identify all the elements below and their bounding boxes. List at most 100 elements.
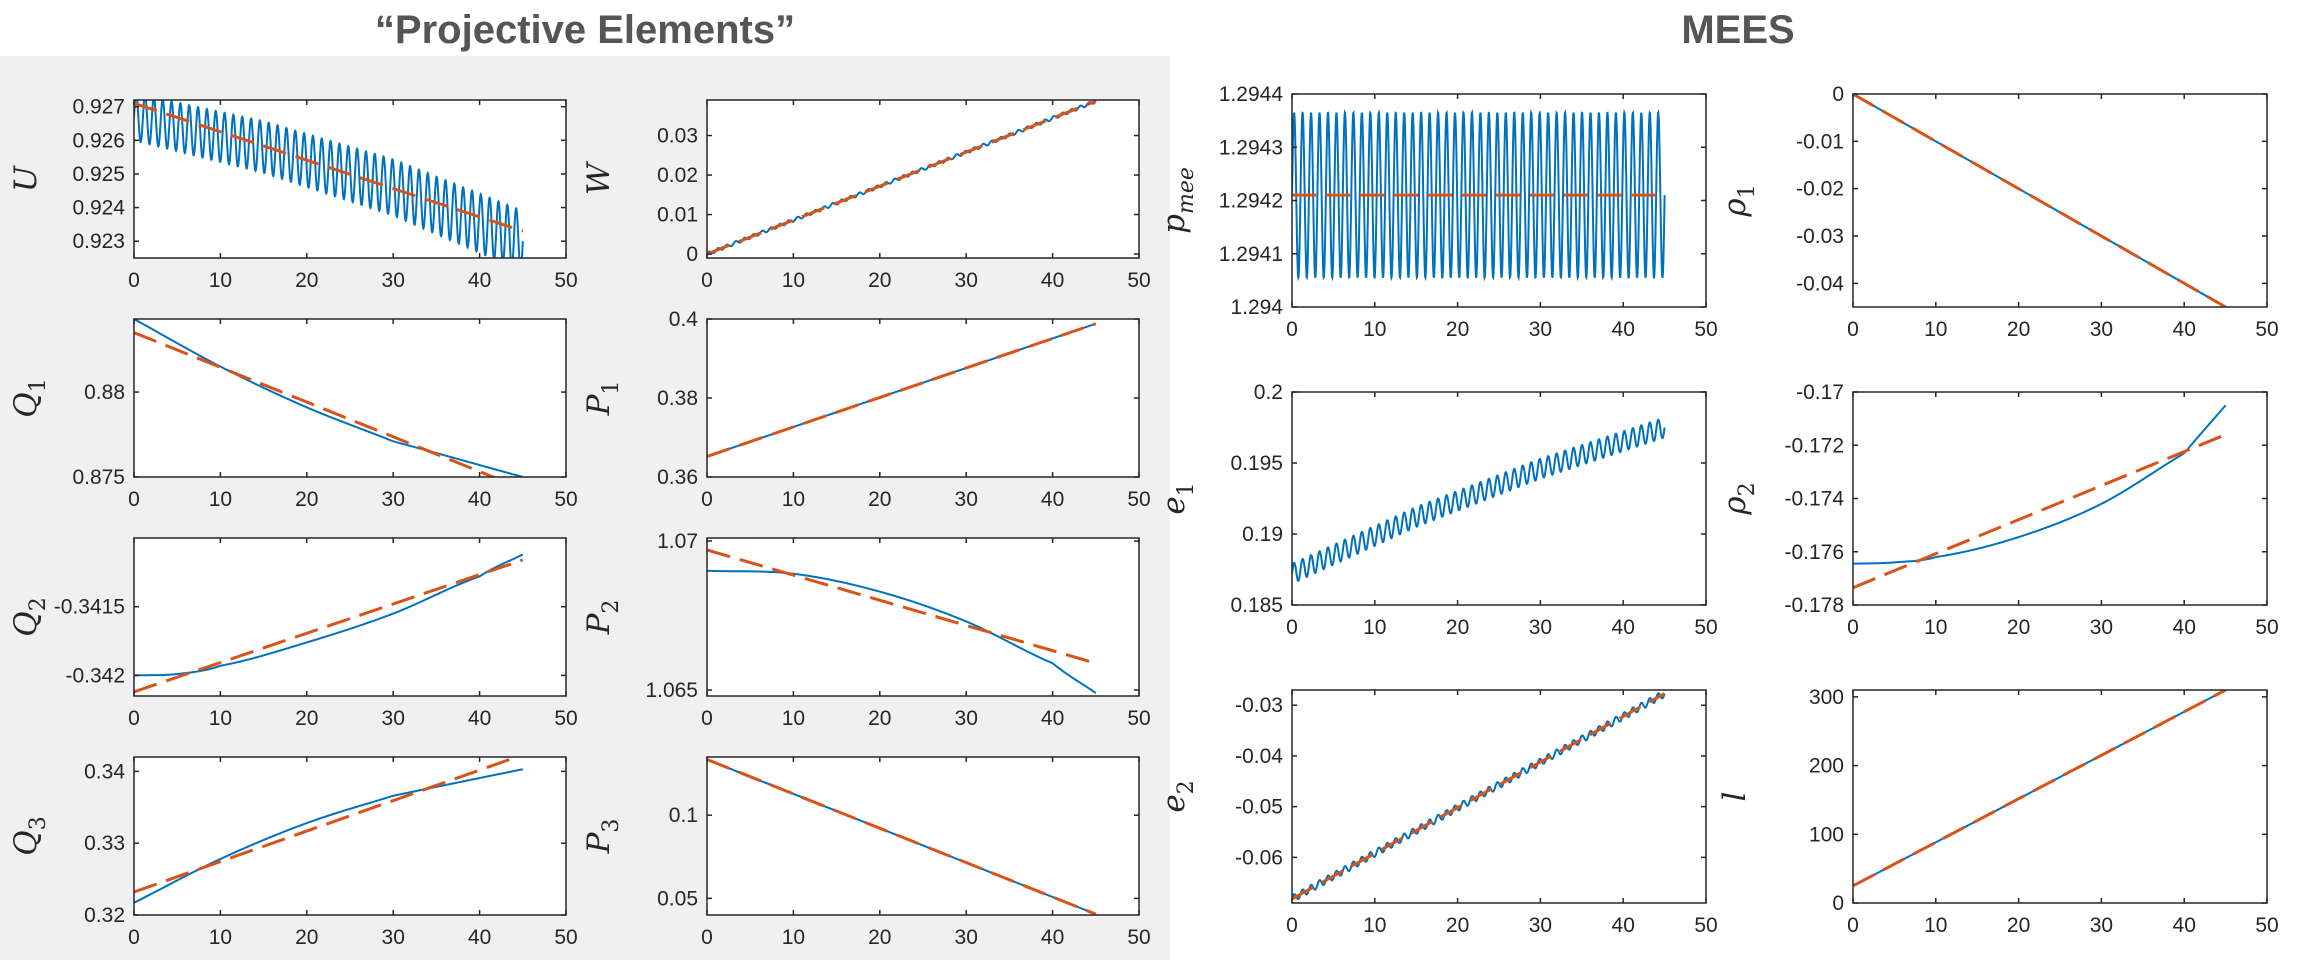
mean-line xyxy=(1853,94,2227,307)
series-group xyxy=(1292,108,1666,282)
y-axis-label-base: p xyxy=(1156,214,1192,234)
x-tick-label: 50 xyxy=(1694,616,1717,639)
series-group xyxy=(707,100,1097,256)
series-group xyxy=(1853,94,2227,307)
y-tick-label: 0.2 xyxy=(1254,381,1283,404)
x-tick-label: 40 xyxy=(468,926,491,949)
y-axis-label-base: e xyxy=(1156,496,1192,514)
x-tick-label: 10 xyxy=(209,707,232,730)
x-tick-label: 40 xyxy=(2173,318,2196,341)
y-tick-label: 1.065 xyxy=(645,679,698,702)
axes-box xyxy=(1852,689,2268,904)
series-group xyxy=(134,553,524,694)
x-tick-label: 50 xyxy=(1694,318,1717,341)
y-axis-label-base: P xyxy=(581,612,617,635)
chart-pmee: 0 10 20 30 40 50 1.294 1.2941 1.2942 1.2943 1.2944… xyxy=(1156,83,1718,341)
x-tick-label: 50 xyxy=(1127,926,1150,949)
x-tick-label: 50 xyxy=(1694,914,1717,937)
y-tick-label: 200 xyxy=(1809,755,1844,778)
y-axis-label-base: P xyxy=(581,831,617,854)
y-axis-label-base: U xyxy=(8,165,44,192)
y-axis-label-base: l xyxy=(1717,792,1753,802)
plot-area xyxy=(134,319,566,477)
chart-rho1: 0 10 20 30 40 50 -0.04 -0.03 -0.02 -0.01 0 ρ1 xyxy=(1717,83,2279,341)
x-tick-label: 40 xyxy=(2173,616,2196,639)
x-tick-label: 40 xyxy=(1041,926,1064,949)
axes-box xyxy=(133,318,567,478)
x-tick-label: 20 xyxy=(1446,616,1469,639)
chart-rho2: 0 10 20 30 40 50-0.178-0.176-0.174-0.172-0.17… xyxy=(1717,381,2279,639)
y-axis-label: e1 xyxy=(1156,482,1199,514)
chart-e2: 0 10 20 30 40 50 -0.06 -0.05 -0.04 -0.03 e2 xyxy=(1156,689,1718,937)
x-tick-label: 20 xyxy=(868,269,891,292)
plot-area xyxy=(1853,690,2267,903)
x-tick-label: 10 xyxy=(1363,616,1386,639)
x-tick-label: 40 xyxy=(2173,914,2196,937)
y-tick-label: 1.2944 xyxy=(1219,83,1284,106)
y-axis-label-base: e xyxy=(1156,794,1192,812)
series-group xyxy=(707,758,1097,915)
y-tick-label: -0.04 xyxy=(1235,745,1283,768)
y-tick-label: 0.19 xyxy=(1242,523,1283,546)
y-axis-label: W xyxy=(581,161,617,195)
y-tick-label: 1.294 xyxy=(1230,296,1283,319)
x-tick-label: 40 xyxy=(468,269,491,292)
x-tick-label: 40 xyxy=(1041,707,1064,730)
y-tick-label: -0.01 xyxy=(1796,130,1844,153)
series-group xyxy=(134,100,524,258)
y-axis-label: P2 xyxy=(581,600,624,636)
x-tick-label: 50 xyxy=(2255,914,2278,937)
x-tick-label: 50 xyxy=(554,269,577,292)
y-axis-label-base: ρ xyxy=(1717,198,1753,217)
y-tick-label: -0.172 xyxy=(1784,434,1844,457)
x-tick-label: 0 xyxy=(128,488,140,511)
y-axis-label: ρ2 xyxy=(1717,482,1760,515)
plot-area xyxy=(707,100,1139,258)
mean-line xyxy=(707,100,1097,256)
y-tick-label: 1.07 xyxy=(657,530,698,553)
y-tick-label: 0.33 xyxy=(84,832,125,855)
plot-area xyxy=(134,757,566,915)
y-axis-label-base: ρ xyxy=(1717,496,1753,515)
x-tick-label: 50 xyxy=(554,926,577,949)
series-group xyxy=(707,322,1097,458)
y-axis-label: Q2 xyxy=(8,597,51,636)
x-tick-label: 50 xyxy=(1127,269,1150,292)
x-tick-label: 50 xyxy=(554,707,577,730)
axes-box xyxy=(1291,689,1707,904)
x-tick-label: 30 xyxy=(2090,318,2113,341)
y-axis-label: U xyxy=(8,165,44,192)
y-axis-label: P3 xyxy=(581,819,624,855)
y-axis-label-subscript: 2 xyxy=(1735,482,1760,496)
x-tick-label: 10 xyxy=(1363,914,1386,937)
mean-line xyxy=(1292,692,1666,901)
x-tick-label: 50 xyxy=(554,488,577,511)
series-group xyxy=(1853,404,2227,590)
x-tick-label: 40 xyxy=(1041,488,1064,511)
y-axis-label-subscript: 2 xyxy=(599,600,624,614)
mean-line xyxy=(1853,690,2227,888)
x-tick-label: 10 xyxy=(209,488,232,511)
y-tick-label: 0.34 xyxy=(84,760,125,783)
x-tick-label: 30 xyxy=(2090,914,2113,937)
y-tick-label: 0.875 xyxy=(72,466,125,489)
y-tick-label: -0.342 xyxy=(65,664,125,687)
series-group xyxy=(707,548,1097,694)
x-tick-label: 30 xyxy=(955,707,978,730)
y-tick-label: 1.2943 xyxy=(1219,136,1283,159)
plot-area xyxy=(707,757,1139,915)
chart-Q3: 0 10 20 30 40 50 0.32 0.33 0.34 Q3 xyxy=(8,756,578,949)
x-tick-label: 20 xyxy=(295,707,318,730)
y-axis-label: e2 xyxy=(1156,780,1199,812)
chart-W: 0 10 20 30 40 50 0 0.01 0.02 0.03 W xyxy=(581,99,1151,292)
y-tick-label: -0.178 xyxy=(1784,594,1844,617)
plot-area xyxy=(1292,392,1706,605)
axes-box xyxy=(1852,93,2268,308)
y-axis-label: P1 xyxy=(581,381,624,417)
axes-box xyxy=(133,537,567,697)
plot-area xyxy=(1853,94,2267,307)
chart-P1: 0 10 20 30 40 50 0.36 0.38 0.4 P1 xyxy=(581,308,1151,511)
x-tick-label: 40 xyxy=(468,707,491,730)
x-tick-label: 10 xyxy=(1924,318,1947,341)
y-tick-label: -0.176 xyxy=(1784,541,1844,564)
